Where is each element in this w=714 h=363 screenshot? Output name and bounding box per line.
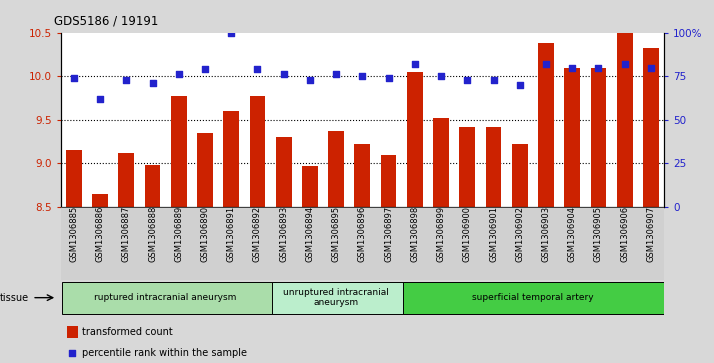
Point [619,61,630,67]
Bar [328,131,344,207]
Bar [171,96,186,207]
Bar [590,68,606,207]
Point [199,66,211,72]
Bar [407,72,423,207]
Bar [643,48,659,207]
Bar [223,111,239,207]
Point [488,77,499,83]
Bar [564,68,580,207]
Point [356,73,368,79]
Bar [354,144,371,207]
Point [94,96,106,102]
Point [461,77,473,83]
Point [436,73,447,79]
Text: percentile rank within the sample: percentile rank within the sample [82,348,247,358]
Point [278,72,289,77]
Text: transformed count: transformed count [82,327,173,337]
Text: superficial temporal artery: superficial temporal artery [472,293,593,302]
Bar [66,326,78,338]
Point [331,72,342,77]
Point [252,66,263,72]
Point [593,65,604,70]
FancyBboxPatch shape [62,282,276,314]
Bar [66,150,81,207]
Bar [459,127,475,207]
Text: unruptured intracranial
aneurysm: unruptured intracranial aneurysm [283,288,389,307]
Point [121,77,132,83]
Bar [486,127,501,207]
Point [66,350,78,355]
Point [173,72,184,77]
Text: GDS5186 / 19191: GDS5186 / 19191 [54,14,158,27]
Bar [276,137,291,207]
Point [68,75,79,81]
Bar [145,165,161,207]
Bar [302,166,318,207]
Bar [197,133,213,207]
Point [304,77,316,83]
Bar [617,33,633,207]
FancyBboxPatch shape [272,282,407,314]
Bar [538,43,554,207]
Point [226,30,237,36]
Text: ruptured intracranial aneurysm: ruptured intracranial aneurysm [94,293,237,302]
Point [566,65,578,70]
Bar [381,155,396,207]
Point [514,82,526,88]
Point [383,75,394,81]
FancyBboxPatch shape [403,282,669,314]
Point [147,80,159,86]
Text: tissue: tissue [0,293,29,303]
Bar [512,144,528,207]
Bar [119,153,134,207]
Bar [92,194,108,207]
Point [409,61,421,67]
Point [540,61,552,67]
Bar [250,96,266,207]
Bar [433,118,449,207]
Point [645,65,657,70]
